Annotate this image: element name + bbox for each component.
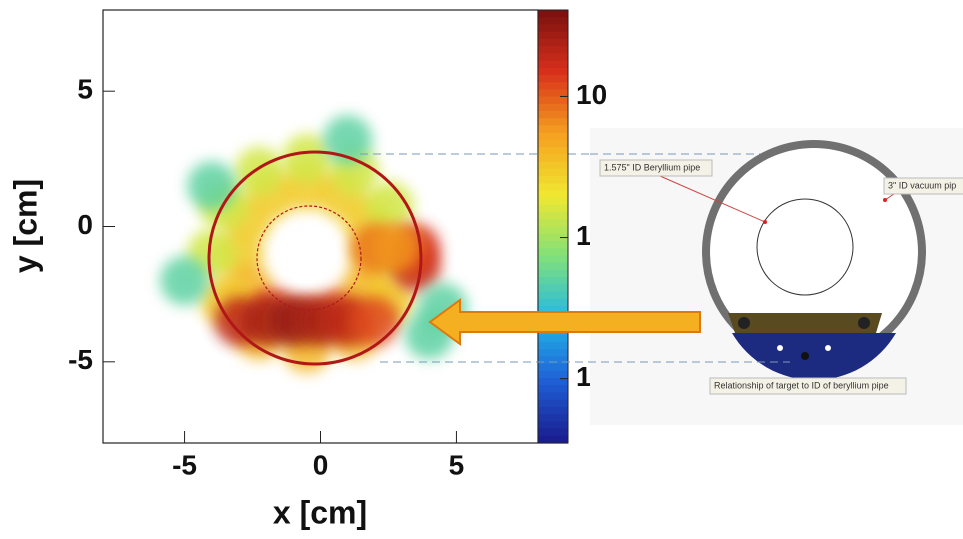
diagram: 1.575" ID Beryllium pipe 3" ID vacuum pi… — [590, 128, 963, 425]
colorbar-strip — [538, 132, 568, 141]
colorbar-strip — [538, 74, 568, 83]
colorbar-tick-label: 1 — [576, 220, 592, 251]
colorbar-strip — [538, 414, 568, 422]
colorbar-strip — [538, 67, 568, 76]
colorbar-strip — [538, 240, 568, 249]
colorbar-strip — [538, 248, 568, 256]
cell — [372, 223, 422, 273]
colorbar-strip — [538, 204, 568, 213]
colorbar-strip — [538, 82, 568, 90]
colorbar-strip — [538, 226, 568, 235]
axes: -5 0 5 -5 0 5 — [68, 74, 464, 481]
x-axis-label: x [cm] — [273, 494, 367, 530]
colorbar-strip — [538, 370, 568, 379]
colorbar-strip — [538, 255, 568, 264]
caption-box — [709, 377, 907, 395]
cell — [323, 115, 373, 165]
colorbar-strip — [538, 175, 568, 184]
colorbar-strip — [538, 399, 568, 408]
colorbar-strip — [538, 341, 568, 350]
diagram-label: 3" ID vacuum pip — [888, 180, 956, 190]
colorbar-strip — [538, 10, 568, 18]
colorbar-strip — [538, 385, 568, 394]
colorbar-strip — [538, 139, 568, 148]
colorbar-strip — [538, 298, 568, 307]
y-tick-label: -5 — [68, 344, 93, 375]
colorbar-strip — [538, 269, 568, 278]
colorbar-strip — [538, 147, 568, 155]
colorbar-strip — [538, 168, 568, 177]
colorbar-strip — [538, 305, 568, 314]
screw — [858, 317, 870, 329]
colorbar-strip — [538, 89, 568, 98]
y-tick-label: 0 — [77, 209, 93, 240]
colorbar-strip — [538, 31, 568, 40]
colorbar-strip — [538, 161, 568, 170]
colorbar-strip — [538, 103, 568, 112]
y-tick-label: 5 — [77, 74, 93, 105]
colorbar-strip — [538, 334, 568, 343]
colorbar-strip — [538, 46, 568, 54]
colorbar-strip — [538, 284, 568, 293]
colorbar-strip — [538, 291, 568, 300]
colorbar-tick-label: 10 — [576, 79, 607, 110]
colorbar-strip — [538, 53, 568, 62]
colorbar-strip — [538, 421, 568, 430]
colorbar-strip — [538, 125, 568, 134]
colorbar-strip — [538, 378, 568, 386]
hole — [777, 345, 783, 351]
colorbar-strip — [538, 38, 568, 47]
cell — [187, 161, 237, 211]
plot-frame — [102, 9, 539, 444]
x-tick-label: 0 — [313, 449, 329, 480]
colorbar-strip — [538, 233, 568, 242]
cell — [282, 134, 332, 184]
beryllium-pipe — [756, 198, 854, 296]
colorbar-strip — [538, 363, 568, 372]
colorbar-strip — [538, 96, 568, 105]
label-box — [599, 159, 713, 177]
beam-circle — [207, 150, 423, 366]
colorbar-strip — [538, 392, 568, 401]
colorbar-strip — [538, 190, 568, 199]
colorbar-strip — [538, 212, 568, 220]
colorbar-strip — [538, 197, 568, 206]
colorbar-strip — [538, 277, 568, 285]
inner-circle — [256, 205, 362, 311]
colorbar-strip — [538, 406, 568, 415]
hole — [801, 352, 809, 360]
colorbar-strip — [538, 17, 568, 26]
diagram-caption: Relationship of target to ID of berylliu… — [714, 380, 889, 390]
colorbar-strip — [538, 154, 568, 163]
colorbar-strip — [538, 183, 568, 192]
colorbar-strip — [538, 428, 568, 437]
diagram-label: 1.575" ID Beryllium pipe — [604, 162, 700, 172]
cell — [234, 147, 284, 197]
colorbar-strip — [538, 60, 568, 69]
colorbar-strip — [538, 118, 568, 127]
cell — [160, 256, 210, 306]
target-holder — [732, 333, 896, 381]
hole — [825, 345, 831, 351]
colorbar-strip — [538, 24, 568, 33]
colorbar-strip — [538, 111, 568, 119]
x-tick-label: 5 — [449, 449, 465, 480]
y-axis-label: y [cm] — [7, 179, 43, 273]
screw — [738, 317, 750, 329]
cell — [364, 181, 414, 231]
colorbar-strip — [538, 356, 568, 365]
colorbar-strip — [538, 219, 568, 228]
target — [728, 313, 882, 333]
colorbar-strip — [538, 262, 568, 271]
colorbar-frame — [537, 9, 569, 444]
x-tick-label: -5 — [172, 449, 197, 480]
leader — [659, 175, 767, 224]
colorbar-strip — [538, 349, 568, 357]
label-box — [883, 177, 963, 195]
cell — [350, 296, 400, 346]
colorbar-strip — [538, 435, 568, 444]
arrow — [428, 298, 701, 346]
